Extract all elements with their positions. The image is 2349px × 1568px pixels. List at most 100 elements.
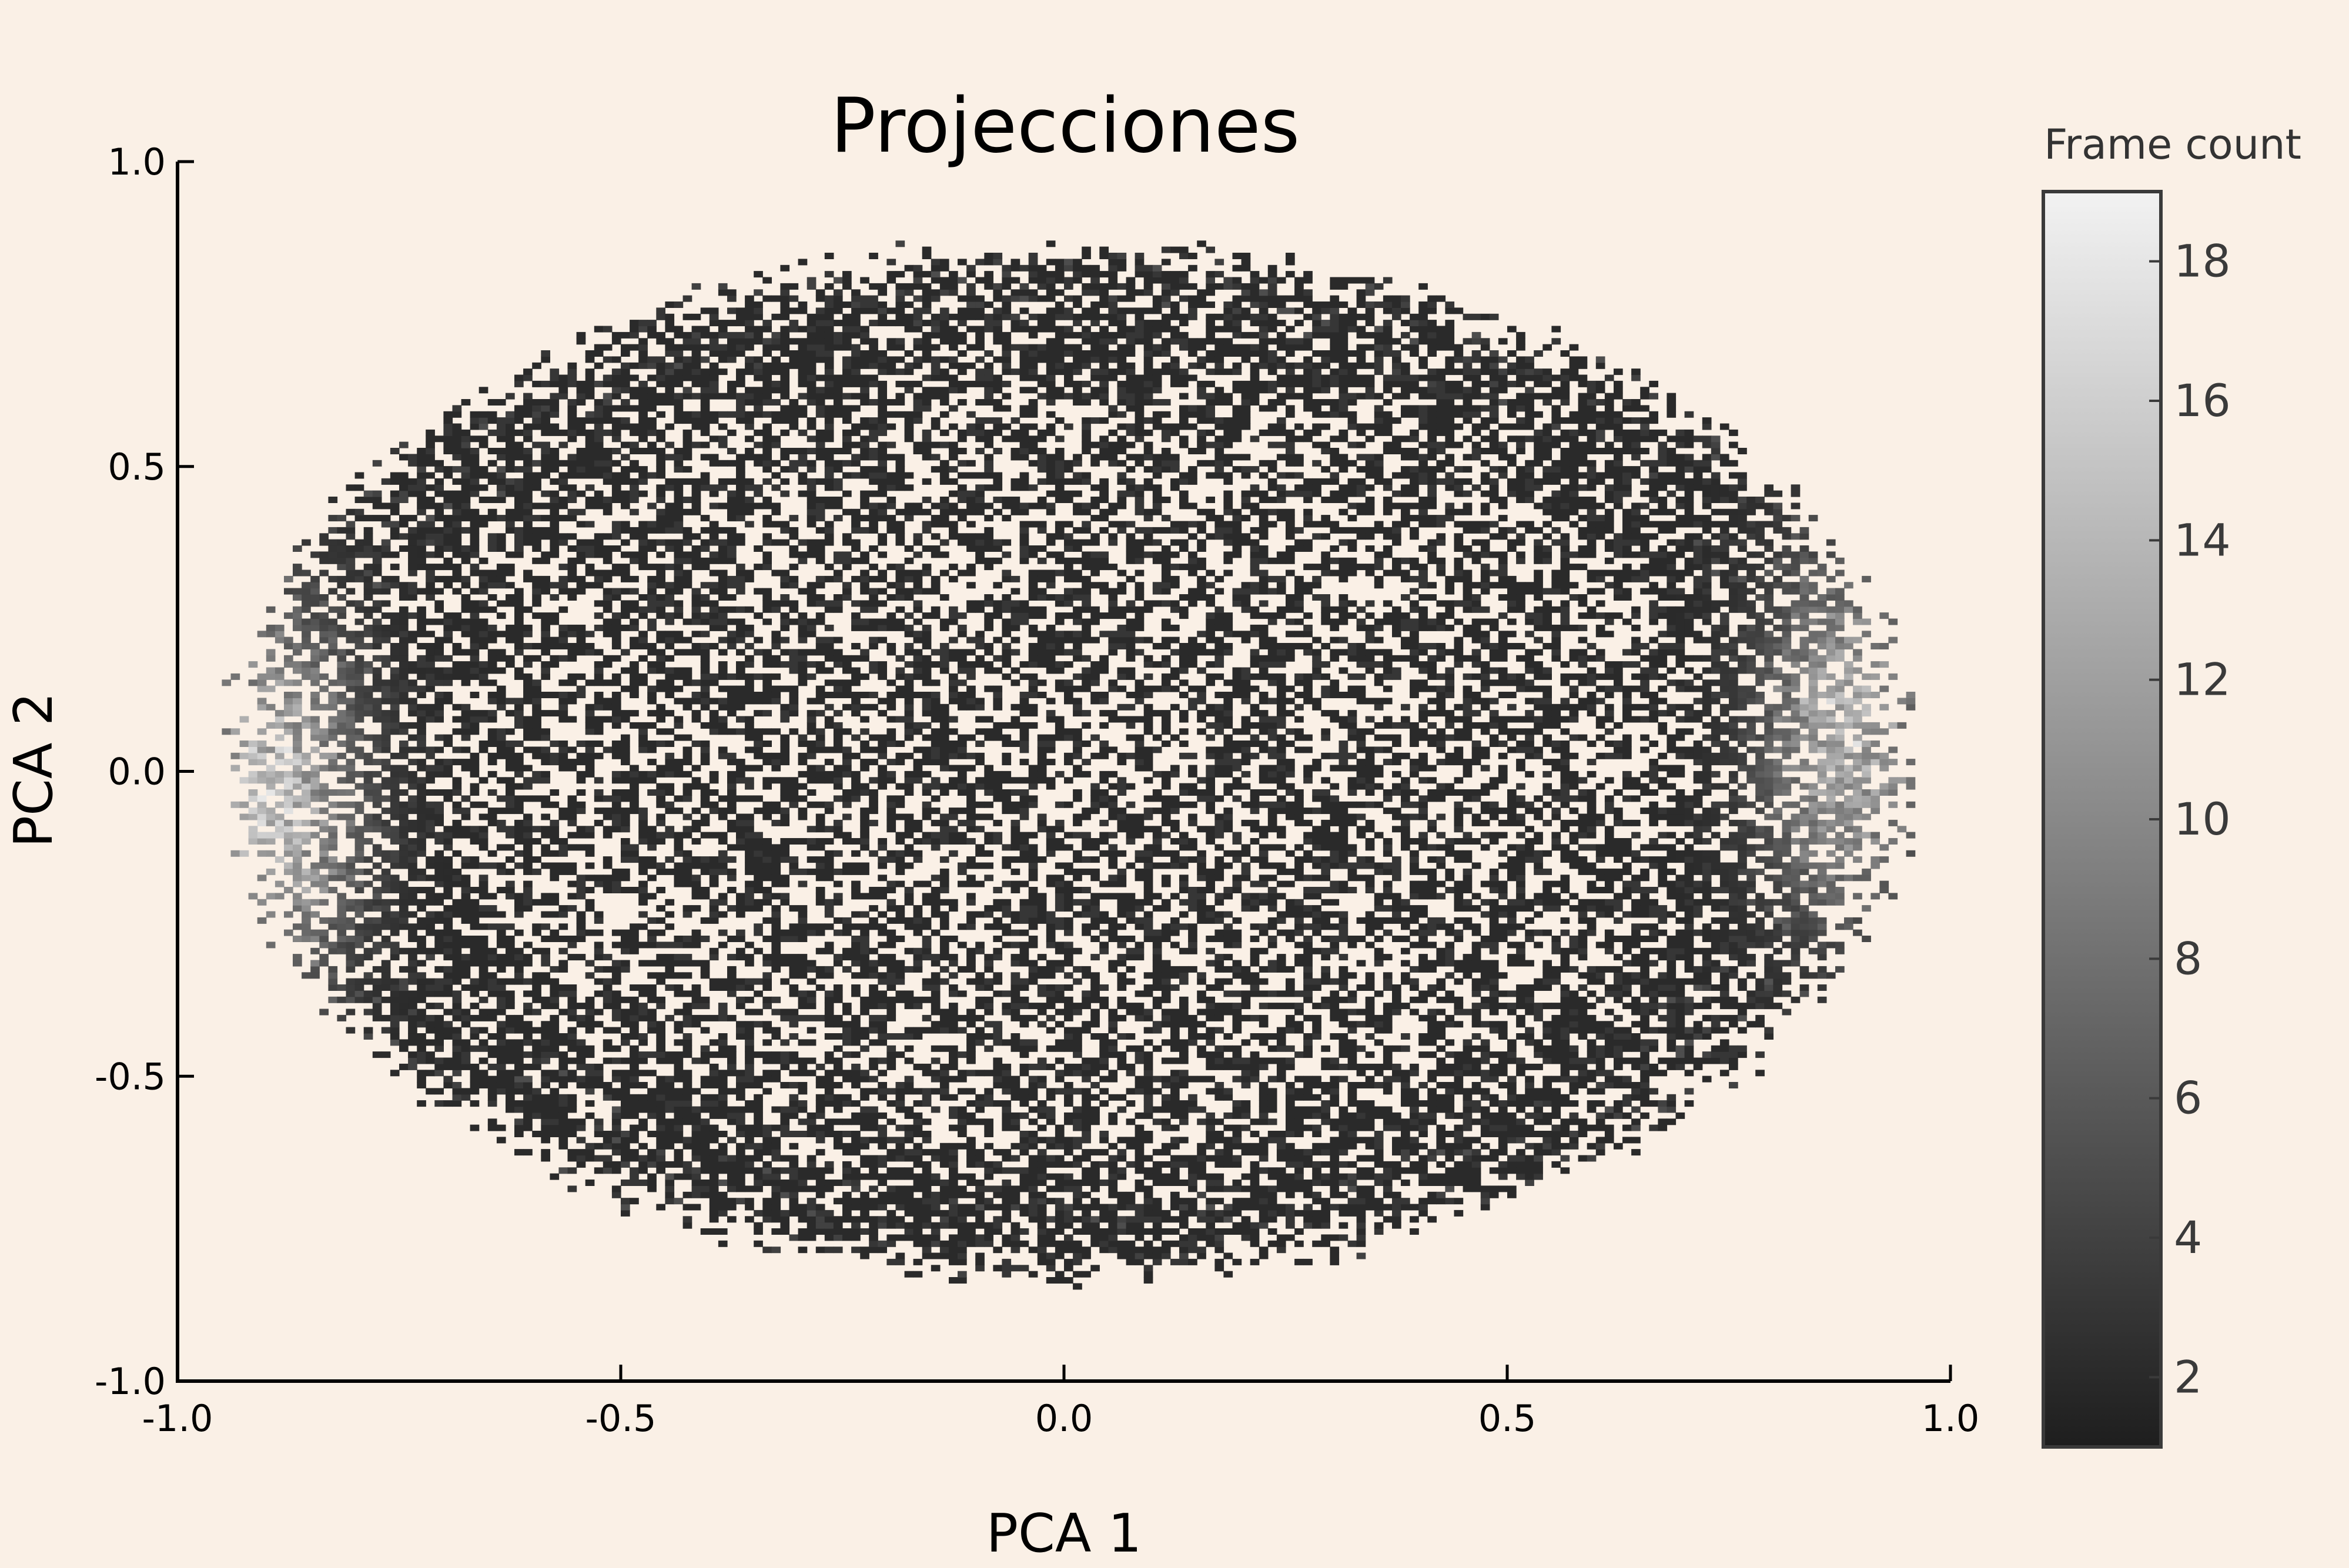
heatmap-cell: [487, 947, 497, 954]
heatmap-cell: [630, 777, 639, 784]
heatmap-cell: [807, 801, 817, 808]
heatmap-cell: [621, 868, 630, 875]
heatmap-cell: [700, 752, 710, 759]
heatmap-cell: [523, 631, 533, 638]
heatmap-cell: [674, 759, 684, 766]
heatmap-cell: [762, 1143, 772, 1150]
heatmap-cell: [248, 661, 258, 668]
heatmap-cell: [647, 685, 657, 692]
heatmap-cell: [833, 1070, 843, 1077]
heatmap-cell: [594, 966, 604, 973]
heatmap-cell: [674, 1009, 684, 1016]
heatmap-cell: [833, 460, 843, 467]
heatmap-cell: [496, 1003, 506, 1010]
heatmap-cell: [771, 411, 781, 418]
heatmap-cell: [496, 868, 506, 875]
heatmap-cell: [426, 1039, 435, 1046]
heatmap-cell: [514, 1124, 524, 1131]
heatmap-cell: [798, 1209, 808, 1217]
heatmap-cell: [461, 441, 471, 448]
heatmap-cell: [762, 1198, 772, 1205]
heatmap-cell: [630, 1124, 639, 1131]
heatmap-cell: [558, 960, 568, 967]
heatmap-cell: [745, 320, 754, 327]
heatmap-cell: [461, 575, 471, 582]
heatmap-cell: [319, 862, 329, 869]
heatmap-cell: [842, 344, 852, 351]
heatmap-cell: [550, 551, 560, 558]
heatmap-cell: [523, 1051, 533, 1058]
heatmap-cell: [470, 765, 480, 772]
heatmap-cell: [611, 393, 621, 400]
heatmap-cell: [745, 984, 754, 991]
heatmap-cell: [487, 460, 497, 467]
heatmap-cell: [558, 515, 568, 522]
heatmap-cell: [780, 387, 790, 394]
heatmap-cell: [682, 1070, 692, 1077]
heatmap-cell: [665, 594, 675, 601]
heatmap-cell: [798, 972, 808, 979]
heatmap-cell: [824, 1118, 834, 1125]
heatmap-cell: [417, 497, 426, 503]
heatmap-cell: [461, 728, 471, 735]
heatmap-cell: [754, 1180, 763, 1186]
heatmap-cell: [417, 844, 426, 851]
heatmap-cell: [780, 954, 790, 961]
heatmap-cell: [310, 588, 320, 595]
heatmap-cell: [496, 692, 506, 698]
heatmap-cell: [611, 1057, 621, 1064]
heatmap-cell: [541, 1149, 550, 1156]
heatmap-cell: [603, 606, 613, 613]
heatmap-cell: [833, 557, 843, 564]
heatmap-cell: [496, 826, 506, 833]
heatmap-cell: [558, 374, 568, 381]
heatmap-cell: [496, 1033, 506, 1040]
heatmap-cell: [461, 1057, 471, 1064]
heatmap-cell: [550, 448, 560, 454]
heatmap-cell: [824, 331, 834, 339]
heatmap-cell: [833, 826, 843, 833]
heatmap-cell: [408, 856, 417, 863]
heatmap-cell: [682, 618, 692, 625]
heatmap-cell: [550, 582, 560, 589]
heatmap-cell: [558, 923, 568, 930]
heatmap-cell: [532, 1051, 541, 1058]
heatmap-cell: [399, 673, 409, 680]
heatmap-cell: [434, 490, 444, 497]
heatmap-cell: [603, 990, 613, 997]
heatmap-cell: [585, 765, 595, 772]
heatmap-cell: [603, 551, 613, 558]
heatmap-cell: [789, 527, 799, 534]
heatmap-cell: [470, 789, 480, 796]
heatmap-cell: [443, 527, 453, 534]
heatmap-cell: [762, 326, 772, 333]
heatmap-cell: [443, 466, 453, 473]
heatmap-cell: [842, 923, 852, 930]
heatmap-cell: [842, 557, 852, 564]
heatmap-cell: [815, 1180, 825, 1186]
heatmap-cell: [310, 875, 320, 882]
heatmap-cell: [656, 905, 665, 912]
heatmap-cell: [275, 734, 285, 741]
heatmap-cell: [550, 393, 560, 400]
heatmap-cell: [354, 899, 364, 906]
heatmap-cell: [736, 417, 745, 424]
heatmap-cell: [319, 899, 329, 906]
heatmap-cell: [682, 1137, 692, 1144]
heatmap-cell: [478, 667, 488, 674]
heatmap-cell: [567, 460, 577, 467]
heatmap-cell: [576, 759, 586, 766]
heatmap-cell: [691, 350, 701, 357]
heatmap-cell: [470, 551, 480, 558]
heatmap-cell: [310, 600, 320, 607]
heatmap-cell: [824, 472, 834, 479]
heatmap-cell: [434, 929, 444, 936]
heatmap-cell: [399, 521, 409, 528]
heatmap-cell: [363, 582, 373, 589]
heatmap-cell: [762, 320, 772, 327]
heatmap-cell: [727, 777, 737, 784]
heatmap-cell: [762, 588, 772, 595]
heatmap-cell: [399, 899, 409, 906]
heatmap-cell: [496, 685, 506, 692]
heatmap-cell: [780, 1185, 790, 1192]
